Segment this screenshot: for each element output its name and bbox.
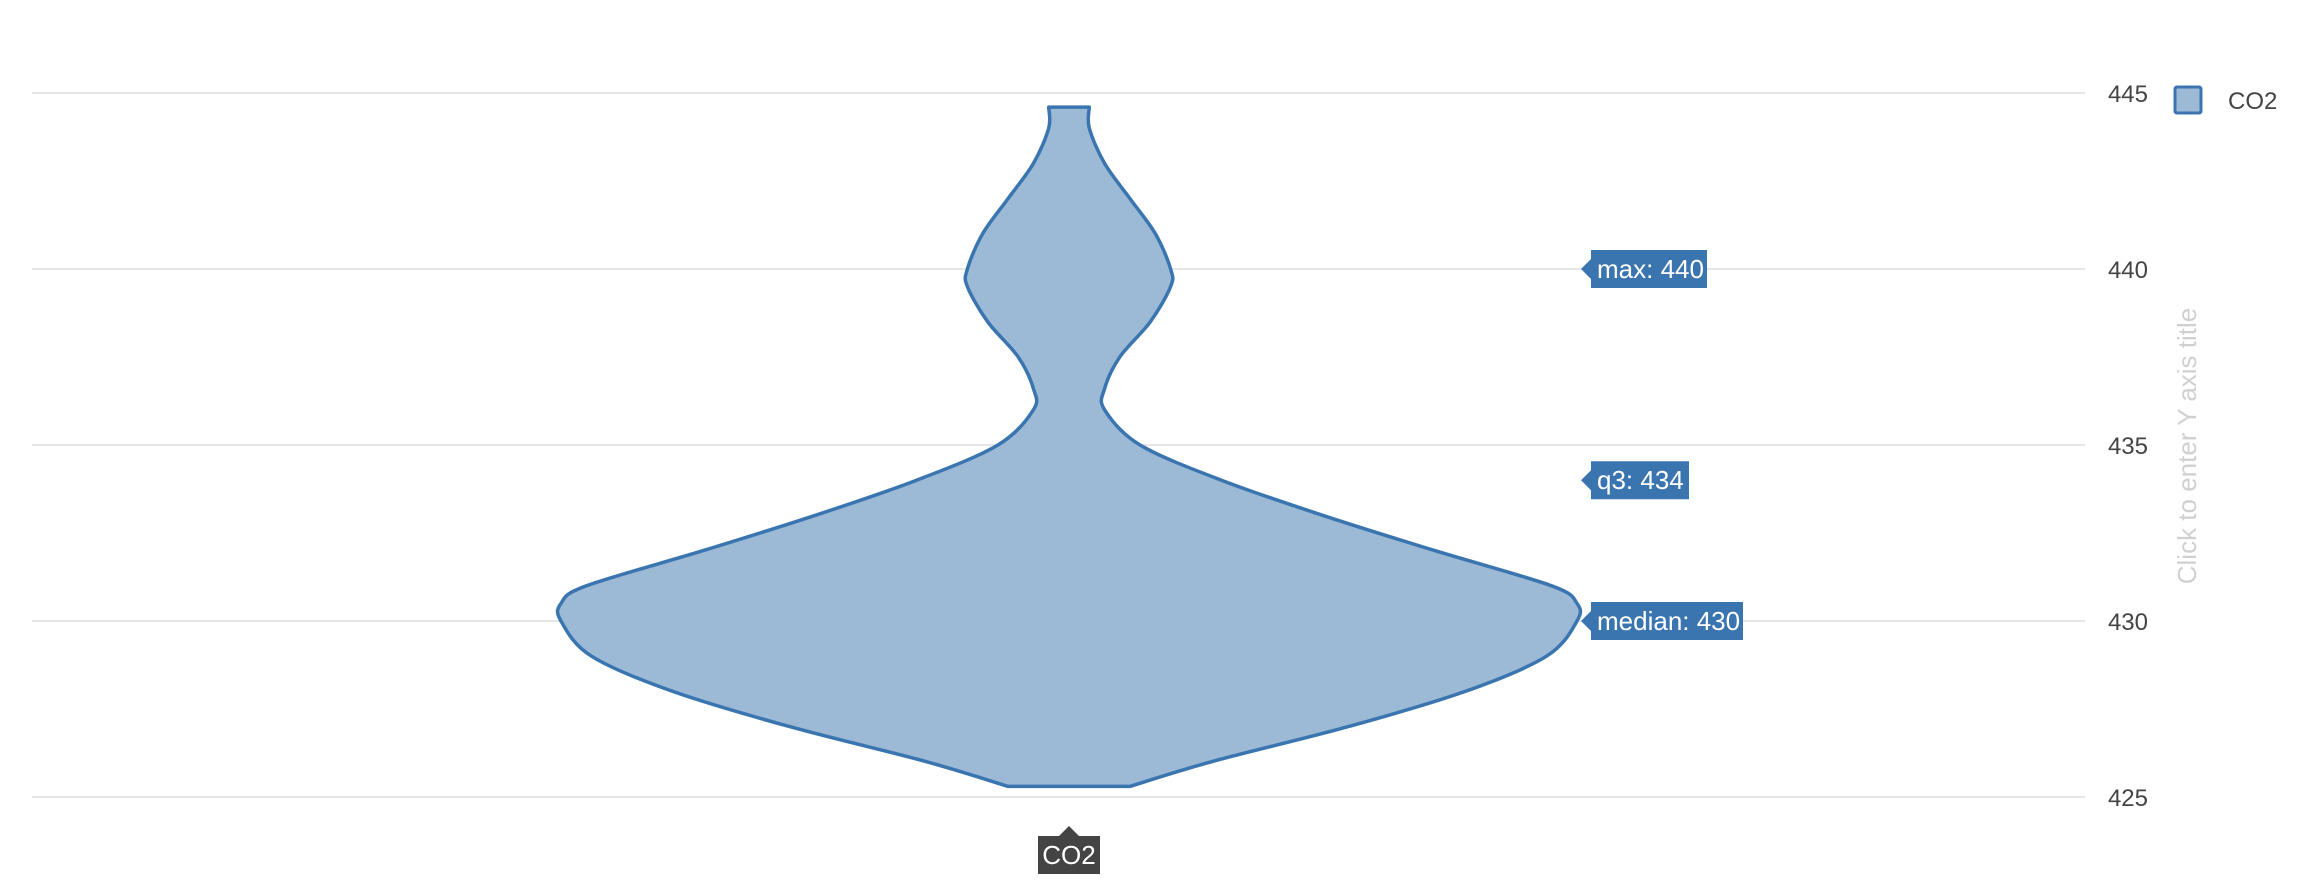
y-axis-ticks: 425 430 435 440 445 [2108, 81, 2148, 812]
hover-label-box [1581, 250, 1707, 288]
hover-label-text: q3: 434 [1597, 465, 1684, 495]
hover-label-text: median: 430 [1597, 606, 1740, 636]
y-tick-label: 430 [2108, 609, 2148, 636]
y-tick-label: 425 [2108, 785, 2148, 812]
y-tick-label: 435 [2108, 433, 2148, 460]
hover-label-box [1581, 461, 1689, 500]
hover-label-q3: q3: 434 [1581, 461, 1689, 500]
x-hover-label: CO2 [1038, 826, 1100, 874]
y-tick-label: 440 [2108, 257, 2148, 284]
hover-labels: max: 440 q3: 434 median: 430 CO2 [1038, 250, 1743, 874]
hover-label-box [1581, 602, 1743, 640]
legend[interactable]: CO2 [2173, 85, 2277, 115]
hover-label-max: max: 440 [1581, 250, 1707, 288]
x-hover-label-box [1038, 826, 1100, 874]
legend-swatch-co2[interactable] [2173, 85, 2203, 115]
violin-co2[interactable] [555, 105, 1583, 789]
y-axis-title-placeholder[interactable]: Click to enter Y axis title [2172, 308, 2202, 585]
violin-plot-area[interactable] [555, 105, 1583, 789]
x-hover-label-text: CO2 [1042, 840, 1095, 870]
y-tick-label: 445 [2108, 81, 2148, 108]
legend-label-co2[interactable]: CO2 [2228, 88, 2277, 115]
hover-label-text: max: 440 [1597, 254, 1704, 284]
hover-label-median: median: 430 [1581, 602, 1743, 640]
